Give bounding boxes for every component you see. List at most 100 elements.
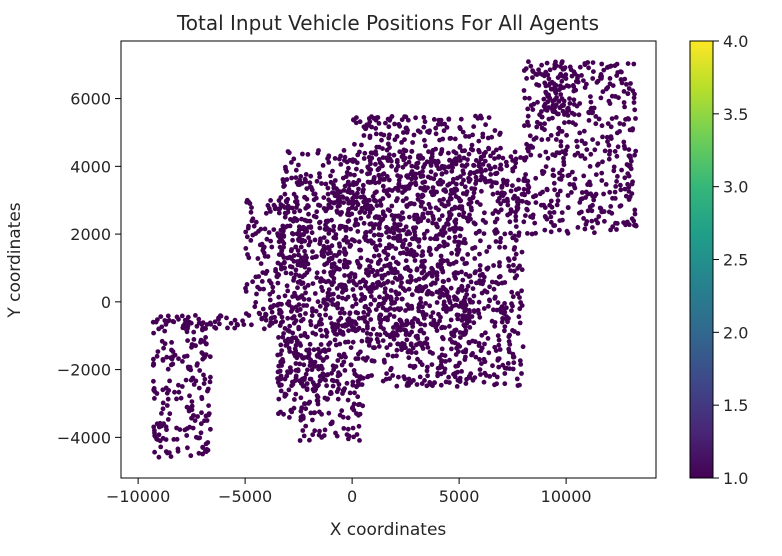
data-point — [176, 389, 182, 395]
data-point — [551, 210, 557, 215]
data-point — [313, 324, 319, 330]
data-point — [590, 137, 595, 143]
data-point — [463, 381, 469, 386]
data-point — [297, 312, 303, 318]
colorbar-tick-label: 3.5 — [723, 105, 748, 124]
data-point — [321, 297, 327, 303]
data-point — [324, 383, 329, 389]
data-point — [422, 258, 427, 264]
data-point — [437, 294, 443, 300]
data-point — [297, 438, 303, 443]
data-point — [357, 119, 363, 125]
data-point — [303, 172, 309, 177]
data-point — [386, 234, 392, 240]
data-point — [302, 248, 307, 254]
data-point — [562, 112, 567, 117]
data-point — [477, 267, 483, 273]
data-point — [328, 391, 334, 396]
data-point — [201, 381, 207, 386]
data-point — [357, 263, 363, 269]
data-point — [420, 341, 426, 347]
data-point — [305, 367, 310, 373]
data-point — [400, 244, 406, 250]
data-point — [337, 328, 343, 334]
data-point — [409, 236, 415, 242]
data-point — [466, 134, 472, 139]
data-point — [622, 76, 628, 82]
data-point — [263, 271, 269, 276]
data-point — [294, 338, 300, 344]
data-point — [234, 321, 240, 327]
data-point — [373, 198, 379, 204]
data-point — [165, 450, 170, 456]
data-point — [184, 404, 190, 410]
data-point — [383, 120, 388, 126]
data-point — [373, 117, 379, 123]
data-point — [182, 317, 188, 323]
data-point — [275, 233, 281, 239]
data-point — [368, 301, 374, 307]
data-point — [519, 249, 525, 255]
data-point — [453, 186, 459, 192]
data-point — [319, 411, 324, 417]
data-point — [284, 177, 290, 182]
data-point — [585, 191, 591, 197]
data-point — [363, 229, 369, 235]
data-point — [321, 357, 326, 362]
data-point — [296, 238, 302, 244]
data-point — [537, 121, 543, 127]
data-point — [477, 202, 483, 208]
data-point — [212, 319, 218, 325]
data-point — [275, 280, 281, 286]
data-point — [618, 203, 624, 209]
data-point — [435, 122, 441, 127]
data-point — [312, 191, 318, 197]
data-point — [440, 279, 446, 284]
data-point — [585, 60, 591, 65]
data-points — [150, 59, 639, 460]
data-point — [328, 173, 333, 179]
data-point — [387, 132, 392, 138]
data-point — [244, 234, 250, 240]
data-point — [487, 298, 493, 304]
data-point — [441, 166, 447, 171]
data-point — [403, 308, 408, 313]
data-point — [385, 207, 391, 213]
data-point — [434, 300, 440, 305]
data-point — [255, 284, 260, 290]
data-point — [353, 296, 358, 302]
data-point — [293, 342, 299, 348]
data-point — [413, 334, 419, 339]
data-point — [305, 261, 311, 267]
data-point — [203, 326, 209, 331]
data-point — [261, 245, 266, 251]
data-point — [381, 281, 387, 286]
data-point — [485, 135, 491, 141]
data-point — [500, 155, 506, 161]
data-point — [384, 371, 389, 376]
data-point — [452, 136, 458, 142]
chart-title: Total Input Vehicle Positions For All Ag… — [176, 11, 599, 35]
data-point — [341, 188, 347, 193]
data-point — [533, 193, 539, 199]
data-point — [515, 331, 521, 336]
data-point — [483, 220, 488, 225]
data-point — [376, 301, 382, 307]
data-point — [487, 166, 493, 172]
data-point — [483, 179, 489, 185]
data-point — [282, 393, 288, 399]
data-point — [421, 313, 426, 318]
data-point — [293, 244, 299, 250]
data-point — [203, 352, 209, 358]
data-point — [391, 336, 397, 342]
data-point — [359, 292, 364, 297]
data-point — [282, 214, 288, 220]
data-point — [453, 194, 459, 200]
data-point — [579, 190, 585, 195]
data-point — [520, 344, 526, 350]
data-point — [587, 179, 592, 185]
data-point — [504, 314, 509, 320]
data-point — [379, 273, 385, 279]
data-point — [510, 158, 515, 163]
data-point — [304, 218, 310, 224]
